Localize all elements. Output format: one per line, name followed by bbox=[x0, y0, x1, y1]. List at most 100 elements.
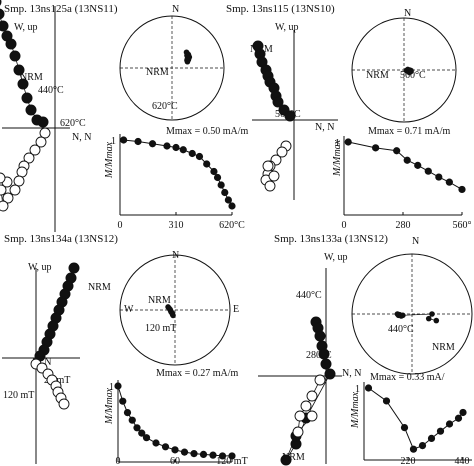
panel-4-decay-point bbox=[418, 442, 427, 450]
panel-4-zijder-filled-point bbox=[280, 454, 292, 466]
panel-1-decay-point bbox=[224, 196, 232, 204]
panel-1-title: Smp. 13ns125a (13NS11) bbox=[4, 3, 118, 15]
panel-4-zijder-open-point bbox=[300, 400, 312, 412]
panel-1-zijder-filled-point bbox=[5, 38, 17, 50]
panel-3-decay-point bbox=[133, 424, 141, 432]
panel-2-zijder-open-point bbox=[268, 170, 280, 182]
panel-1-decay-point bbox=[217, 181, 225, 189]
panel-4-decay-point bbox=[427, 434, 436, 442]
panel-4-stereonet-point bbox=[433, 317, 440, 324]
panel-2-zijder-filled-point bbox=[272, 96, 284, 108]
panel-1-zijder-filled-point bbox=[17, 78, 29, 90]
stereo-3-east: E bbox=[233, 304, 239, 315]
panel-4-zijder-filled-point bbox=[318, 348, 330, 360]
panel-4-decay-xtick-label: 220 bbox=[401, 456, 416, 466]
panel-2-decay-xtick-label: 560° bbox=[453, 220, 472, 231]
panel-3-decay-xtick-label: 60 bbox=[170, 456, 180, 466]
panel-1-decay-point bbox=[179, 146, 187, 154]
zijder-1-mid-label: 440°C bbox=[38, 85, 64, 96]
zijder-1-nrm-label: NRM bbox=[20, 72, 43, 83]
stereo-2-nrm-label: NRM bbox=[366, 70, 389, 81]
panel-1-zijder-filled-point bbox=[0, 0, 2, 6]
stereo-3-end-label: 120 mT bbox=[145, 323, 176, 334]
zijder-4-up-label: W, up bbox=[324, 252, 348, 263]
zijder-3-end-label: 120 mT bbox=[3, 390, 34, 401]
decay-2-ylabel: M/Mmax bbox=[332, 139, 343, 177]
panel-1-decay-point bbox=[163, 142, 171, 150]
panel-1-zijder-open-point bbox=[29, 144, 41, 156]
panel-1-zijder-filled-point bbox=[13, 64, 25, 76]
panel-1-decay-point bbox=[148, 140, 157, 148]
panel-3-decay-point bbox=[128, 416, 136, 424]
panel-1-zijder-open-point bbox=[0, 200, 9, 212]
panel-3-decay-point bbox=[119, 397, 127, 405]
panel-3-decay-xtick-label: 0 bbox=[116, 456, 121, 466]
stereo-1-nrm-label: NRM bbox=[146, 67, 169, 78]
panel-2-zijder-open-point bbox=[264, 180, 276, 192]
panel-3-decay-point bbox=[161, 443, 170, 451]
decay-2-mmax: Mmax = 0.71 mA/m bbox=[368, 126, 451, 137]
panel-2-decay-point bbox=[458, 185, 466, 194]
stereo-1-end-label: 620°C bbox=[152, 101, 178, 112]
stereo-1-north: N bbox=[172, 4, 179, 15]
panel-3-decay-line bbox=[117, 385, 232, 457]
panel-1-decay-point bbox=[213, 173, 222, 182]
zijder-3-up-label: W, up bbox=[28, 262, 52, 273]
panel-4-decay-ytick-label: 1 bbox=[355, 384, 360, 395]
panel-3-decay-xtick-label: 120 mT bbox=[216, 456, 247, 466]
panel-2-decay-point bbox=[435, 173, 443, 181]
panel-2-decay-point bbox=[344, 138, 352, 146]
panel-4-zijder-open-point bbox=[292, 426, 304, 438]
panel-4-zijder-filled-point bbox=[314, 330, 326, 342]
panel-1-zijder-filled-path bbox=[0, 15, 44, 123]
panel-2-zijder-open-point bbox=[276, 146, 288, 158]
zijder-3-n-label: N, N bbox=[32, 357, 51, 368]
panel-1-zijder-open-point bbox=[2, 192, 14, 204]
panel-4-decay-point bbox=[436, 427, 445, 435]
panel-4-decay-point bbox=[445, 420, 454, 428]
decay-3-mmax: Mmax = 0.27 mA/m bbox=[156, 368, 239, 379]
panel-3-title: Smp. 13ns134a (13NS12) bbox=[4, 233, 118, 245]
panel-1-decay-ytick-label: 1 bbox=[111, 136, 116, 147]
panel-1-decay-point bbox=[203, 160, 211, 168]
panel-1-decay-point bbox=[210, 167, 218, 176]
panel-2-decay-point bbox=[414, 161, 422, 169]
panel-3-decay-point bbox=[114, 382, 122, 390]
panel-3-decay-point bbox=[171, 446, 179, 454]
panel-4-zijder-open-point bbox=[314, 374, 326, 386]
panel-3-decay-point bbox=[152, 439, 160, 447]
stereo-2-north: N bbox=[404, 8, 411, 19]
panel-4-decay-xtick-label: 440 bbox=[455, 456, 470, 466]
panel-2-zijder-filled-point bbox=[284, 110, 296, 122]
panel-4-zijder-filled-point bbox=[324, 368, 336, 380]
panel-1-zijder-filled-point bbox=[25, 104, 37, 116]
panel-1-decay-point bbox=[120, 136, 128, 144]
panel-4-decay-point bbox=[454, 414, 463, 422]
panel-2-decay-ytick-label: 1 bbox=[335, 138, 340, 149]
zijder-3-nrm-label: NRM bbox=[88, 282, 111, 293]
zijder-1-n-label: N, N bbox=[72, 132, 91, 143]
panel-1-zijder-open-point bbox=[0, 172, 6, 184]
panel-4-stereonet-point bbox=[429, 311, 435, 317]
panel-1-decay-point bbox=[195, 152, 204, 161]
panel-4-title: Smp. 13ns133a (13NS12) bbox=[274, 233, 388, 245]
stereo-3-nrm-label: NRM bbox=[148, 295, 171, 306]
decay-4-ylabel: M/Mmax bbox=[350, 391, 361, 429]
panel-1-decay-xtick-label: 620°C bbox=[219, 220, 245, 231]
panel-1-zijder-filled-point bbox=[0, 8, 5, 20]
panel-1-decay-xtick-label: 0 bbox=[118, 220, 123, 231]
panel-4-decay-point bbox=[409, 445, 418, 453]
panel-1-zijder-open-point bbox=[0, 184, 7, 196]
panel-1-decay-point bbox=[134, 137, 142, 146]
zijder-4-nrm-label: NRM bbox=[282, 452, 305, 463]
panel-3-decay-point bbox=[190, 450, 198, 458]
panel-3-stereonet-point bbox=[170, 312, 176, 319]
panel-3-decay-ytick-label: 1 bbox=[109, 382, 114, 393]
panel-3-decay-point bbox=[209, 451, 217, 459]
decay-1-mmax: Mmax = 0.50 mA/m bbox=[166, 126, 249, 137]
panel-1-zijder-filled-point bbox=[37, 116, 49, 128]
panel-4-stereonet-point bbox=[400, 312, 406, 319]
panel-1-zijder-open-point bbox=[23, 152, 35, 164]
panel-2-decay-line bbox=[348, 141, 463, 190]
